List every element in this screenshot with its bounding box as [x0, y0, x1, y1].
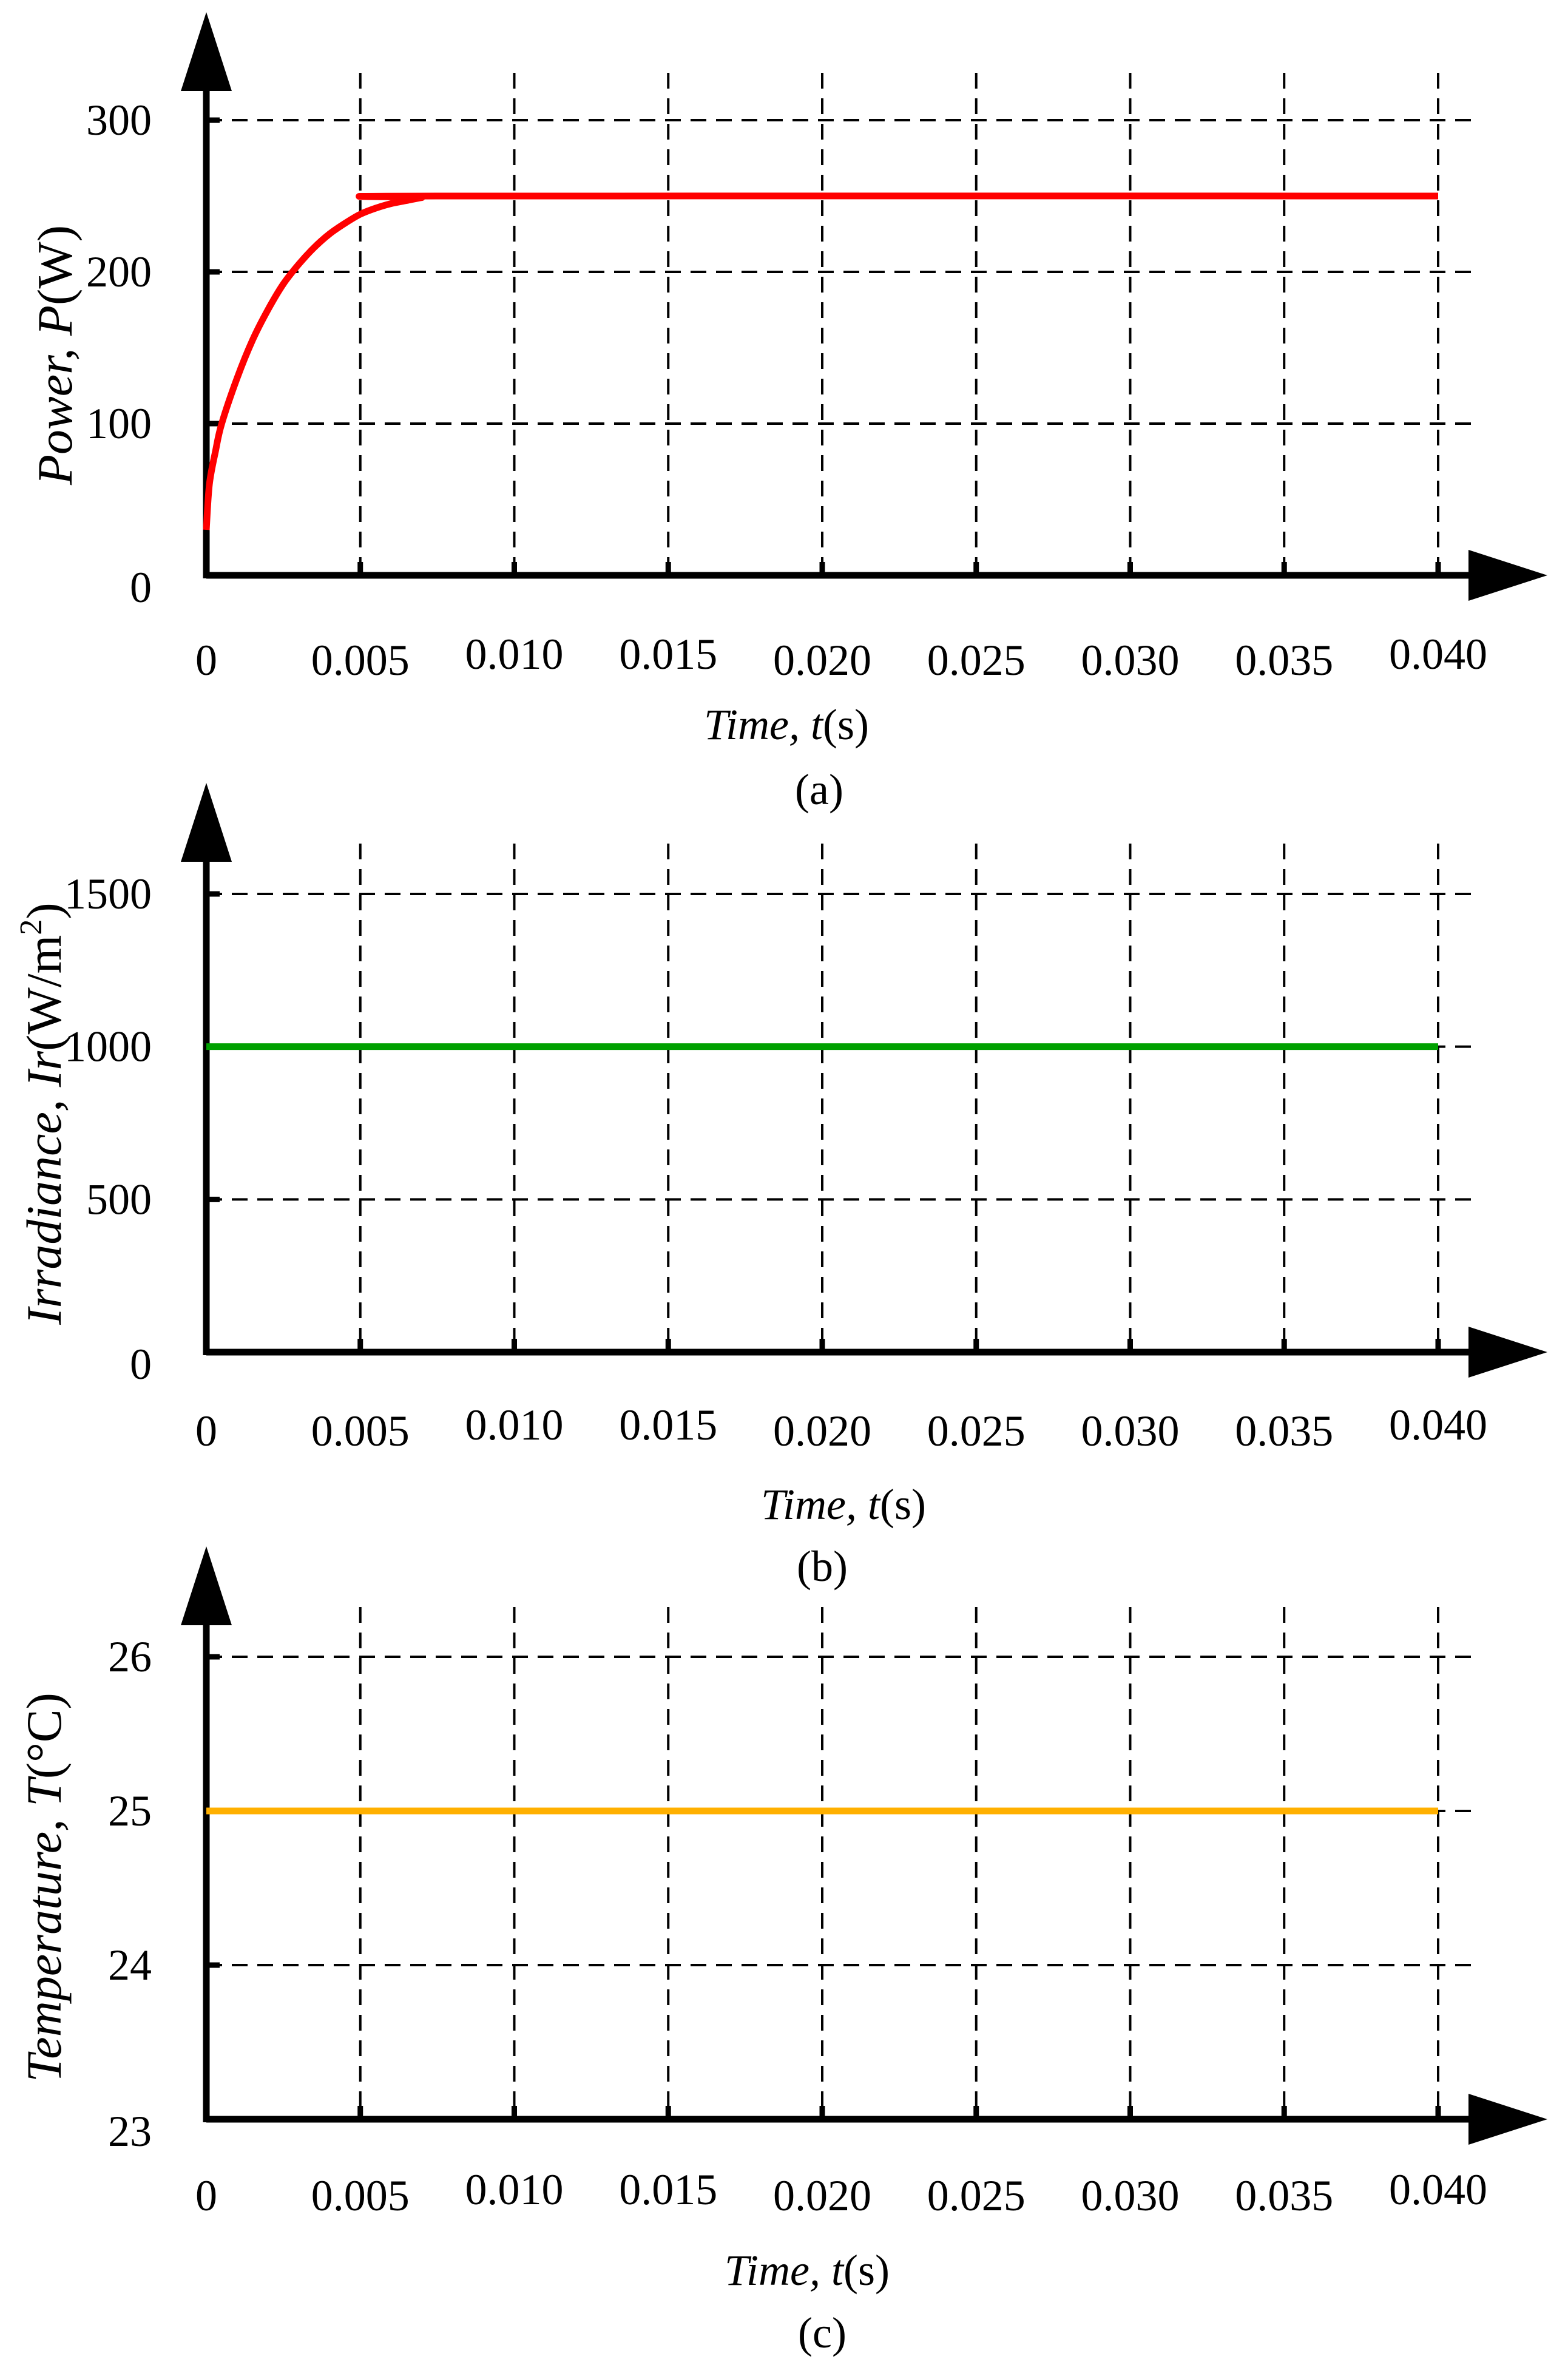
- panel-a-series-power-line: [203, 192, 1439, 530]
- panel-c: 23 24 25 26 0 0.005 0.010 0.015 0.020 0.025 0.030…: [16, 1546, 1547, 2357]
- panel-c-xtick-label-0: 0: [195, 2171, 217, 2220]
- panel-c-ytick-labels: 23 24 25 26: [108, 1633, 152, 2156]
- panel-b-xtick-label-1: 0.005: [311, 1407, 410, 1455]
- panel-b-xtick-label-8: 0.040: [1389, 1401, 1487, 1449]
- panel-b-xtick-label-2: 0.010: [465, 1401, 564, 1449]
- panel-a-xtick-label-0: 0: [195, 636, 217, 685]
- panel-c-ytick-label-3: 26: [108, 1633, 152, 1681]
- panel-a-xtick-label-2: 0.010: [465, 630, 564, 678]
- panel-c-xtick-label-4: 0.020: [773, 2171, 871, 2220]
- panel-a: 0 100 200 300 0 0.005 0.010 0.015 0.020 0.025 0.0…: [27, 12, 1547, 814]
- panel-b-xtick-label-3: 0.015: [619, 1401, 717, 1449]
- panel-a-xtick-label-7: 0.035: [1235, 636, 1333, 685]
- panel-c-xtick-label-5: 0.025: [927, 2171, 1026, 2220]
- panel-c-xtick-label-6: 0.030: [1081, 2171, 1180, 2220]
- panel-a-xtick-label-5: 0.025: [927, 636, 1026, 685]
- panel-a-ytick-label-0: 0: [130, 563, 152, 612]
- panel-a-ytick-labels: 0 100 200 300: [86, 96, 152, 612]
- panel-c-ytick-label-2: 25: [108, 1787, 152, 1835]
- panel-a-xtick-labels: 0 0.005 0.010 0.015 0.020 0.025 0.030 0.035 0.04…: [195, 630, 1487, 685]
- panel-c-y-axis-arrow: [181, 1546, 232, 1625]
- panel-a-ytick-label-3: 300: [86, 96, 152, 144]
- panel-a-xtick-label-6: 0.030: [1081, 636, 1180, 685]
- panel-b-ytick-label-3: 1500: [64, 870, 152, 918]
- panel-b-ytick-label-1: 500: [86, 1175, 152, 1223]
- panel-a-xtick-label-4: 0.020: [773, 636, 871, 685]
- panel-b-ytick-labels: 0 500 1000 1500: [64, 870, 152, 1389]
- panel-a-ytick-label-1: 100: [86, 399, 152, 448]
- panel-b-caption: (b): [797, 1542, 848, 1591]
- panel-c-axes: [181, 1546, 1547, 2145]
- panel-b-xtick-label-0: 0: [195, 1407, 217, 1455]
- panel-b-x-axis-arrow: [1468, 1327, 1547, 1378]
- panel-c-xlabel: Time, t(s): [725, 2246, 890, 2295]
- panel-b-xtick-labels: 0 0.005 0.010 0.015 0.020 0.025 0.030 0.035 0.04…: [195, 1401, 1487, 1455]
- panel-a-series: [203, 192, 1439, 530]
- panel-b-xtick-label-6: 0.030: [1081, 1407, 1180, 1455]
- panel-c-xtick-label-3: 0.015: [619, 2165, 717, 2214]
- panel-b-y-axis-arrow: [181, 783, 232, 862]
- panel-c-caption: (c): [798, 2309, 847, 2357]
- panel-b-xtick-label-4: 0.020: [773, 1407, 871, 1455]
- panel-b-ytick-label-0: 0: [130, 1340, 152, 1389]
- panel-c-x-axis-arrow: [1468, 2094, 1547, 2145]
- panel-c-ylabel: Temperature, T(°C): [16, 1693, 72, 2082]
- panel-c-xtick-labels: 0 0.005 0.010 0.015 0.020 0.025 0.030 0.035 0.04…: [195, 2165, 1487, 2220]
- panel-c-xtick-label-1: 0.005: [311, 2171, 410, 2220]
- panel-a-y-axis-arrow: [181, 12, 232, 91]
- panel-b-xtick-label-7: 0.035: [1235, 1407, 1333, 1455]
- panel-a-x-axis-arrow: [1468, 550, 1547, 601]
- panel-b-xlabel: Time, t(s): [761, 1480, 926, 1529]
- panel-a-gridlines: [206, 73, 1475, 575]
- panel-a-ylabel: Power, P(W): [27, 225, 83, 486]
- panel-c-xtick-label-2: 0.010: [465, 2165, 564, 2214]
- panel-c-xtick-label-8: 0.040: [1389, 2165, 1487, 2214]
- panel-a-xtick-label-8: 0.040: [1389, 630, 1487, 678]
- panel-a-xtick-label-3: 0.015: [619, 630, 717, 678]
- panel-a-xtick-label-1: 0.005: [311, 636, 410, 685]
- panel-b-xtick-label-5: 0.025: [927, 1407, 1026, 1455]
- panel-c-ytick-label-1: 24: [108, 1941, 152, 1989]
- panel-c-ytick-label-0: 23: [108, 2107, 152, 2156]
- panel-a-xlabel: Time, t(s): [704, 700, 869, 749]
- panel-a-caption: (a): [795, 765, 843, 814]
- panel-b-ytick-label-2: 1000: [64, 1023, 152, 1071]
- panel-a-ytick-label-2: 200: [86, 248, 152, 296]
- panel-c-xtick-label-7: 0.035: [1235, 2171, 1333, 2220]
- panel-b-ylabel: Irradiance, Ir(W/m2): [14, 902, 72, 1325]
